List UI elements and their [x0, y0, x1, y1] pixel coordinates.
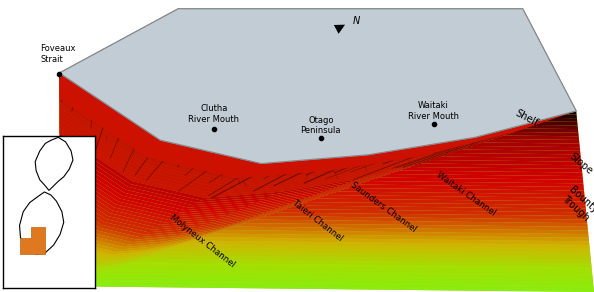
Text: Shelf: Shelf — [514, 108, 540, 128]
Polygon shape — [59, 209, 588, 244]
Polygon shape — [59, 73, 576, 198]
Polygon shape — [59, 248, 591, 267]
Polygon shape — [59, 235, 590, 259]
Polygon shape — [59, 73, 577, 166]
Text: Waitaki
River Mouth: Waitaki River Mouth — [408, 101, 459, 121]
Polygon shape — [59, 99, 579, 181]
Polygon shape — [59, 90, 578, 176]
Text: Clutha
River Mouth: Clutha River Mouth — [188, 104, 239, 124]
Text: Otago
Peninsula: Otago Peninsula — [301, 116, 341, 135]
Polygon shape — [59, 192, 586, 235]
Polygon shape — [59, 244, 591, 264]
Polygon shape — [59, 94, 579, 178]
Text: Slope: Slope — [567, 151, 594, 176]
Text: Bounty
Trough: Bounty Trough — [559, 185, 594, 224]
Polygon shape — [59, 214, 588, 247]
Polygon shape — [59, 201, 587, 239]
Polygon shape — [59, 9, 576, 164]
Polygon shape — [59, 150, 583, 210]
Text: Foveaux
Strait: Foveaux Strait — [40, 44, 76, 64]
Polygon shape — [59, 158, 584, 215]
Polygon shape — [20, 227, 45, 254]
Polygon shape — [59, 9, 576, 164]
Polygon shape — [59, 86, 577, 173]
Polygon shape — [59, 141, 582, 205]
Polygon shape — [59, 175, 585, 225]
Polygon shape — [59, 184, 586, 230]
Polygon shape — [59, 167, 584, 220]
Text: Molyneux Channel: Molyneux Channel — [168, 213, 236, 269]
Polygon shape — [59, 282, 594, 292]
Polygon shape — [59, 269, 593, 281]
Polygon shape — [59, 227, 589, 254]
Polygon shape — [59, 278, 593, 288]
Polygon shape — [59, 116, 580, 190]
Polygon shape — [59, 222, 589, 252]
Polygon shape — [59, 154, 583, 213]
Polygon shape — [59, 107, 579, 186]
Polygon shape — [59, 103, 579, 183]
Polygon shape — [59, 163, 584, 218]
Polygon shape — [59, 205, 587, 242]
Polygon shape — [59, 260, 592, 274]
Polygon shape — [59, 218, 589, 249]
Polygon shape — [59, 73, 594, 292]
Polygon shape — [59, 137, 582, 203]
Polygon shape — [59, 145, 583, 208]
Polygon shape — [59, 171, 584, 223]
Text: Waitaki Channel: Waitaki Channel — [435, 171, 498, 218]
Polygon shape — [59, 133, 582, 200]
Text: N: N — [353, 16, 360, 26]
Polygon shape — [59, 77, 577, 168]
Polygon shape — [59, 239, 590, 262]
Polygon shape — [59, 73, 576, 178]
Polygon shape — [59, 265, 593, 277]
Text: Saunders Channel: Saunders Channel — [349, 180, 418, 234]
Polygon shape — [59, 120, 580, 193]
Polygon shape — [59, 197, 587, 237]
Polygon shape — [59, 231, 590, 257]
Text: Taieri Channel: Taieri Channel — [291, 198, 345, 243]
Polygon shape — [59, 128, 581, 198]
Polygon shape — [59, 124, 581, 195]
Polygon shape — [59, 252, 592, 269]
Polygon shape — [59, 180, 586, 227]
Polygon shape — [59, 188, 586, 232]
Polygon shape — [59, 111, 580, 188]
Polygon shape — [59, 81, 577, 171]
Polygon shape — [59, 273, 593, 285]
Polygon shape — [59, 256, 592, 272]
